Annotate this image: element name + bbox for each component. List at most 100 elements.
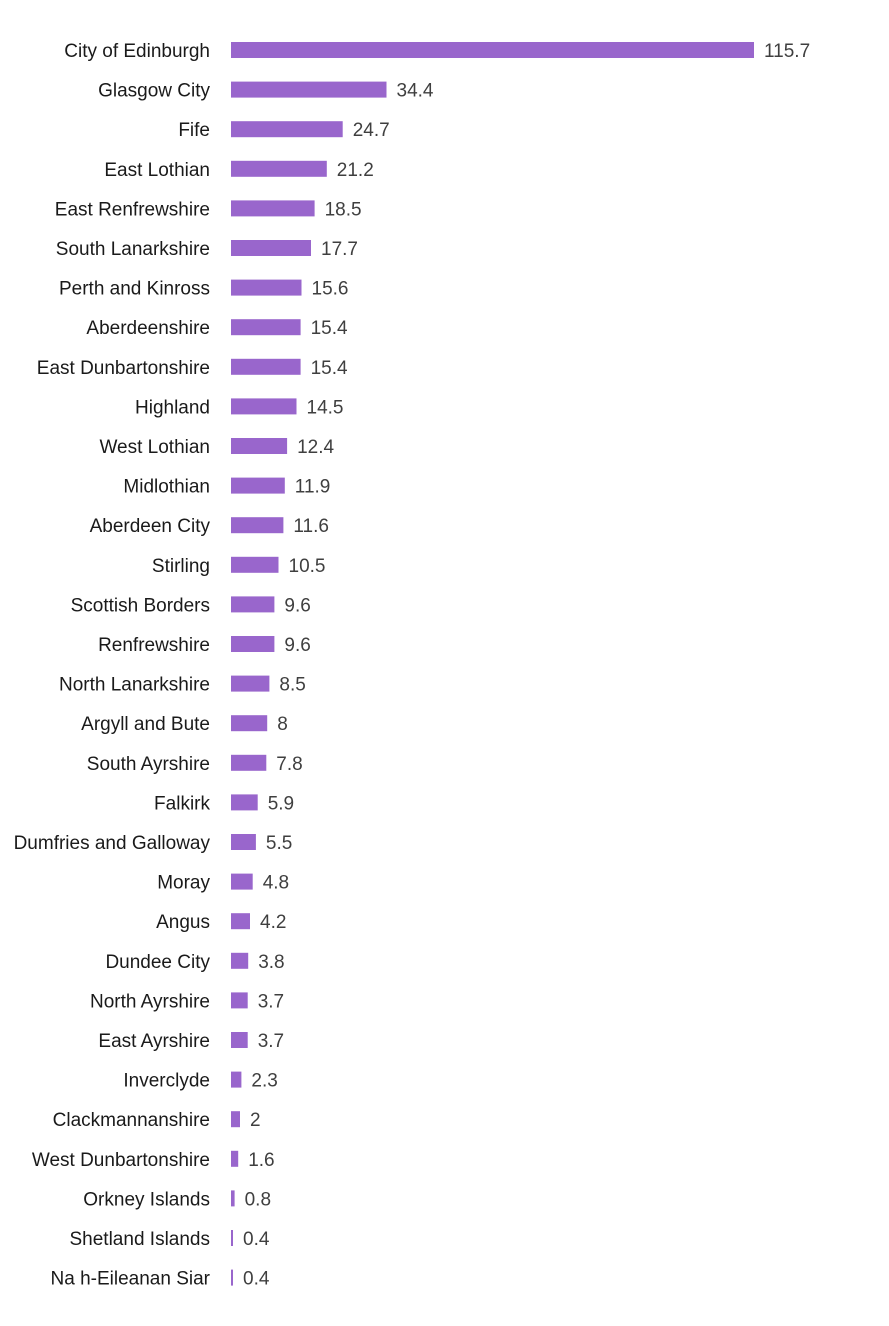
value-label: 17.7	[321, 239, 358, 260]
value-label: 5.9	[268, 793, 294, 814]
category-label: Orkney Islands	[83, 1189, 210, 1210]
category-labels-group: City of Edinburgh Glasgow City Fife East Lo…	[14, 41, 211, 1290]
bars-group	[231, 42, 754, 1286]
value-label: 12.4	[297, 437, 334, 458]
bar	[231, 81, 387, 98]
value-label: 15.4	[311, 318, 348, 339]
value-label: 3.7	[258, 1031, 284, 1052]
category-label: Falkirk	[154, 793, 210, 814]
bar	[231, 1269, 233, 1286]
bar	[231, 240, 311, 256]
category-label: City of Edinburgh	[64, 41, 210, 62]
category-label: East Lothian	[104, 160, 210, 181]
bar	[231, 1032, 248, 1048]
value-label: 15.4	[311, 358, 348, 379]
bar	[231, 358, 301, 375]
category-label: Scottish Borders	[71, 595, 210, 616]
category-label: South Lanarkshire	[56, 239, 210, 260]
bar	[231, 319, 301, 336]
value-label: 1.6	[248, 1150, 274, 1171]
bar	[231, 992, 248, 1009]
bar	[231, 1071, 242, 1088]
value-label: 2.3	[251, 1071, 277, 1092]
category-label: Renfrewshire	[98, 635, 210, 656]
bar	[231, 834, 256, 850]
bar	[231, 438, 288, 454]
value-label: 0.4	[243, 1269, 270, 1290]
value-label: 10.5	[289, 556, 326, 577]
bar	[231, 675, 270, 692]
category-label: West Lothian	[99, 437, 210, 458]
value-label: 14.5	[307, 397, 344, 418]
category-label: East Renfrewshire	[55, 199, 210, 220]
category-label: Dumfries and Galloway	[14, 833, 211, 854]
bar	[231, 1111, 240, 1128]
category-label: Moray	[157, 873, 210, 894]
bar	[231, 556, 279, 573]
bar	[231, 754, 267, 771]
category-label: Aberdeen City	[90, 516, 211, 537]
category-label: Inverclyde	[123, 1071, 210, 1092]
bar	[231, 636, 275, 652]
value-label: 11.9	[295, 477, 331, 498]
category-label: South Ayrshire	[87, 754, 210, 775]
bar	[231, 715, 268, 732]
value-labels-group: 115.7 34.4 24.7 21.2 18.5 17.7 15.6 15.4 15.4 14.…	[243, 41, 810, 1290]
bar	[231, 398, 297, 415]
bar	[231, 1190, 235, 1207]
category-label: North Lanarkshire	[59, 675, 210, 696]
value-label: 3.8	[258, 952, 284, 973]
value-label: 8.5	[279, 675, 305, 696]
bar	[231, 1230, 233, 1246]
value-label: 15.6	[312, 279, 349, 300]
category-label: East Ayrshire	[98, 1031, 210, 1052]
value-label: 21.2	[337, 160, 374, 181]
value-label: 0.8	[245, 1189, 271, 1210]
value-label: 5.5	[266, 833, 292, 854]
value-label: 115.7	[764, 41, 810, 62]
category-label: Na h-Eileanan Siar	[51, 1269, 211, 1290]
category-label: East Dunbartonshire	[37, 358, 210, 379]
value-label: 9.6	[284, 635, 310, 656]
category-label: Fife	[178, 120, 210, 141]
bar	[231, 913, 250, 930]
bar	[231, 794, 258, 811]
category-label: Dundee City	[105, 952, 210, 973]
category-label: Midlothian	[123, 477, 210, 498]
value-label: 11.6	[293, 516, 329, 537]
value-label: 18.5	[325, 199, 362, 220]
value-label: 4.8	[263, 873, 289, 894]
value-label: 7.8	[276, 754, 302, 775]
category-label: Perth and Kinross	[59, 279, 210, 300]
category-label: Clackmannanshire	[53, 1110, 210, 1131]
bar	[231, 477, 285, 494]
bar	[231, 952, 249, 969]
category-label: Aberdeenshire	[86, 318, 210, 339]
bar	[231, 200, 315, 217]
bar	[231, 873, 253, 890]
bar	[231, 1150, 239, 1167]
category-label: North Ayrshire	[90, 991, 210, 1012]
value-label: 24.7	[353, 120, 390, 141]
category-label: Argyll and Bute	[81, 714, 210, 735]
value-label: 8	[277, 714, 288, 735]
bar	[231, 160, 327, 177]
bar	[231, 279, 302, 296]
bar	[231, 596, 275, 613]
value-label: 9.6	[284, 595, 310, 616]
category-label: Shetland Islands	[70, 1229, 211, 1250]
category-label: Stirling	[152, 556, 210, 577]
value-label: 4.2	[260, 912, 286, 933]
bar	[231, 517, 284, 534]
category-label: West Dunbartonshire	[32, 1150, 210, 1171]
bar	[231, 121, 343, 138]
category-label: Highland	[135, 397, 210, 418]
value-label: 3.7	[258, 991, 284, 1012]
category-label: Glasgow City	[98, 81, 210, 102]
value-label: 34.4	[397, 81, 434, 102]
value-label: 2	[250, 1110, 261, 1131]
bar	[231, 42, 754, 58]
value-label: 0.4	[243, 1229, 270, 1250]
category-label: Angus	[156, 912, 210, 933]
